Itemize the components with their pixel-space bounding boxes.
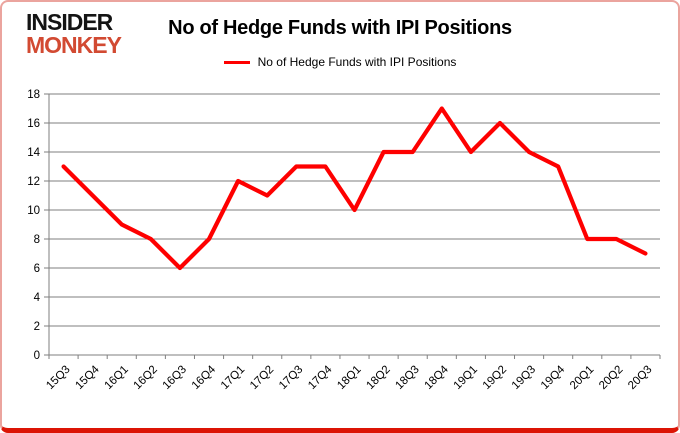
legend-line-swatch: [223, 60, 250, 64]
legend: No of Hedge Funds with IPI Positions: [2, 55, 678, 69]
x-tick-label: 16Q3: [161, 364, 189, 392]
x-tick-label: 18Q1: [335, 364, 363, 392]
x-tick-label: 16Q4: [190, 363, 219, 392]
x-tick-label: 19Q3: [510, 364, 538, 392]
y-tick-label: 10: [27, 205, 40, 217]
x-tick-label: 20Q2: [597, 364, 625, 392]
y-tick-label: 18: [27, 89, 40, 101]
x-tick-label: 17Q1: [219, 364, 247, 392]
x-tick-label: 16Q1: [102, 364, 130, 392]
x-tick-label: 15Q4: [73, 363, 102, 392]
insider-monkey-logo: INSIDER MONKEY: [26, 9, 122, 58]
x-tick-label: 18Q2: [364, 364, 392, 392]
x-tick-label: 18Q4: [423, 363, 452, 392]
legend-label: No of Hedge Funds with IPI Positions: [257, 55, 457, 69]
chart-title: No of Hedge Funds with IPI Positions: [168, 17, 512, 39]
y-tick-label: 16: [27, 118, 40, 130]
x-tick-label: 20Q3: [626, 364, 654, 392]
y-tick-label: 2: [34, 321, 40, 333]
x-tick-label: 18Q3: [393, 364, 421, 392]
logo-text-monkey: MONKEY: [26, 32, 122, 58]
series-line: [61, 106, 648, 271]
x-tick-label: 19Q4: [539, 363, 568, 392]
y-tick-label: 8: [34, 234, 40, 246]
x-tick-label: 16Q2: [132, 364, 160, 392]
x-tick-label: 17Q3: [277, 364, 305, 392]
logo-text-insider: INSIDER: [26, 9, 113, 35]
y-tick-label: 0: [34, 350, 40, 362]
y-tick-label: 6: [34, 263, 40, 275]
y-tick-label: 14: [27, 147, 40, 159]
x-tick-label: 15Q3: [44, 364, 72, 392]
x-tick-label: 19Q2: [481, 364, 509, 392]
x-tick-label: 17Q2: [248, 364, 276, 392]
x-tick-label: 17Q4: [306, 363, 335, 392]
y-tick-label: 12: [27, 176, 40, 188]
y-tick-label: 4: [34, 292, 41, 304]
x-tick-label: 20Q1: [568, 364, 596, 392]
x-tick-label: 19Q1: [452, 364, 480, 392]
